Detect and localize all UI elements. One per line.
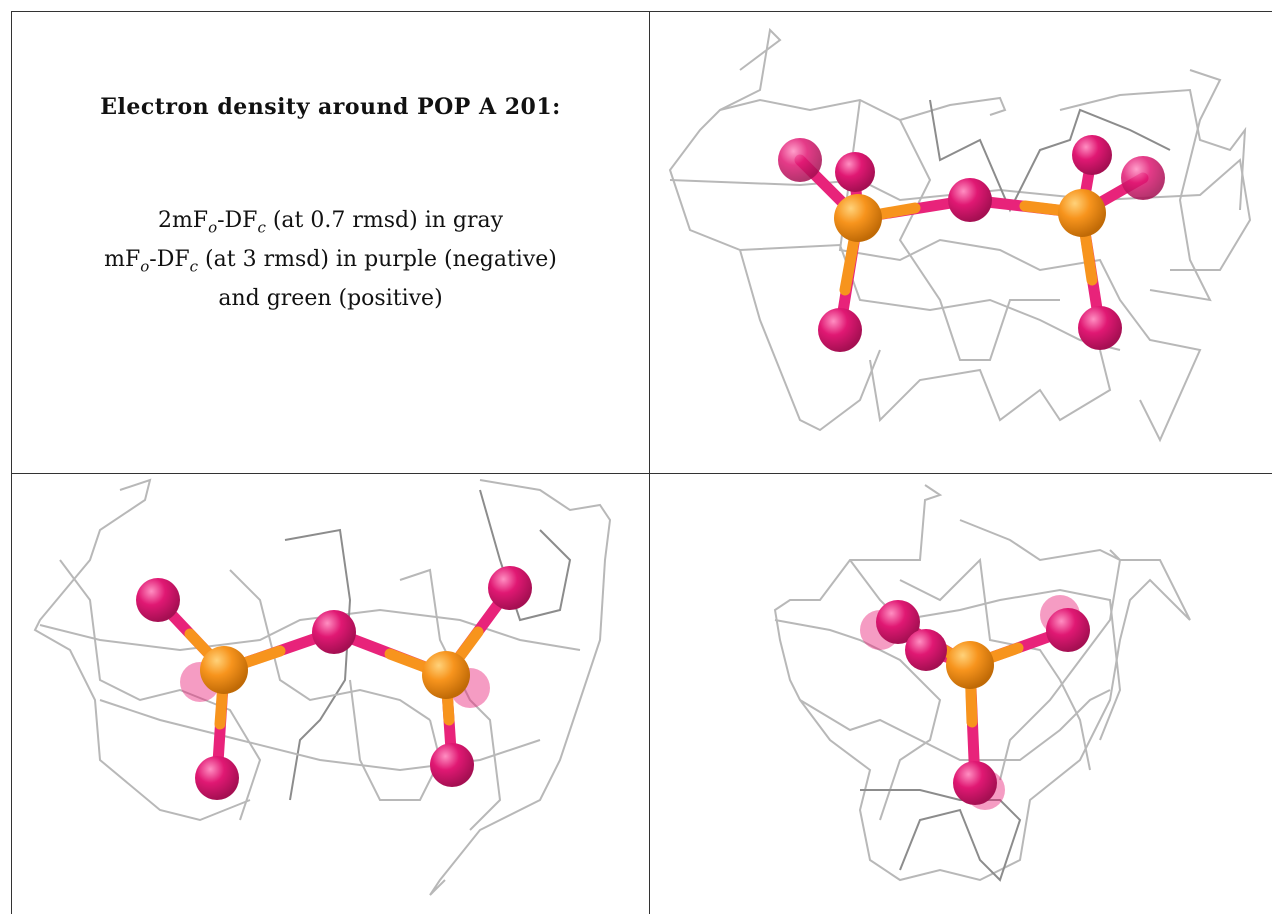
text: -DF bbox=[149, 247, 189, 272]
caption-line: and green (positive) bbox=[12, 286, 649, 311]
text: -DF bbox=[217, 208, 257, 233]
text: 2mF bbox=[158, 208, 208, 233]
text: (at 3 rmsd) in purple (negative) bbox=[198, 247, 557, 272]
subscript: o bbox=[208, 218, 217, 236]
mesh-line bbox=[740, 245, 1120, 350]
atom-oxygen bbox=[778, 138, 822, 182]
molecule bbox=[136, 566, 532, 800]
atom-oxygen bbox=[818, 308, 862, 352]
caption-line: mFo-DFc (at 3 rmsd) in purple (negative) bbox=[12, 247, 649, 275]
atom-oxygen bbox=[488, 566, 532, 610]
subscript: c bbox=[190, 257, 198, 275]
atom-oxygen bbox=[136, 578, 180, 622]
caption-line: 2mFo-DFc (at 0.7 rmsd) in gray bbox=[12, 208, 649, 236]
caption-title: Electron density around POP A 201: bbox=[12, 94, 649, 120]
atom-oxygen bbox=[430, 743, 474, 787]
text: and green (positive) bbox=[218, 286, 442, 311]
mesh-line bbox=[100, 700, 540, 770]
atom-phosphorus bbox=[200, 646, 248, 694]
subscript: o bbox=[140, 257, 149, 275]
atom-oxygen bbox=[835, 152, 875, 192]
atom-oxygen bbox=[1046, 608, 1090, 652]
molecule bbox=[778, 135, 1165, 352]
density-mesh bbox=[35, 480, 610, 895]
atom-phosphorus bbox=[834, 194, 882, 242]
atom-oxygen bbox=[1078, 306, 1122, 350]
atom-oxygen bbox=[1121, 156, 1165, 200]
atom-phosphorus bbox=[946, 641, 994, 689]
caption: Electron density around POP A 201: 2mFo-… bbox=[12, 12, 649, 473]
atom-phosphorus bbox=[1058, 189, 1106, 237]
density-mesh bbox=[670, 30, 1250, 440]
atom-oxygen bbox=[905, 629, 947, 671]
text: mF bbox=[104, 247, 140, 272]
atom-phosphorus bbox=[422, 651, 470, 699]
mesh-line bbox=[840, 100, 1200, 440]
mesh-line bbox=[720, 98, 1005, 120]
text: (at 0.7 rmsd) in gray bbox=[266, 208, 503, 233]
mesh-line bbox=[800, 690, 1110, 760]
atom-oxygen bbox=[195, 756, 239, 800]
subscript: c bbox=[257, 218, 265, 236]
atom-oxygen bbox=[1072, 135, 1112, 175]
page: Electron density around POP A 201: 2mFo-… bbox=[0, 0, 1276, 914]
atom-oxygen bbox=[953, 761, 997, 805]
atom-oxygen bbox=[312, 610, 356, 654]
atom-oxygen bbox=[948, 178, 992, 222]
